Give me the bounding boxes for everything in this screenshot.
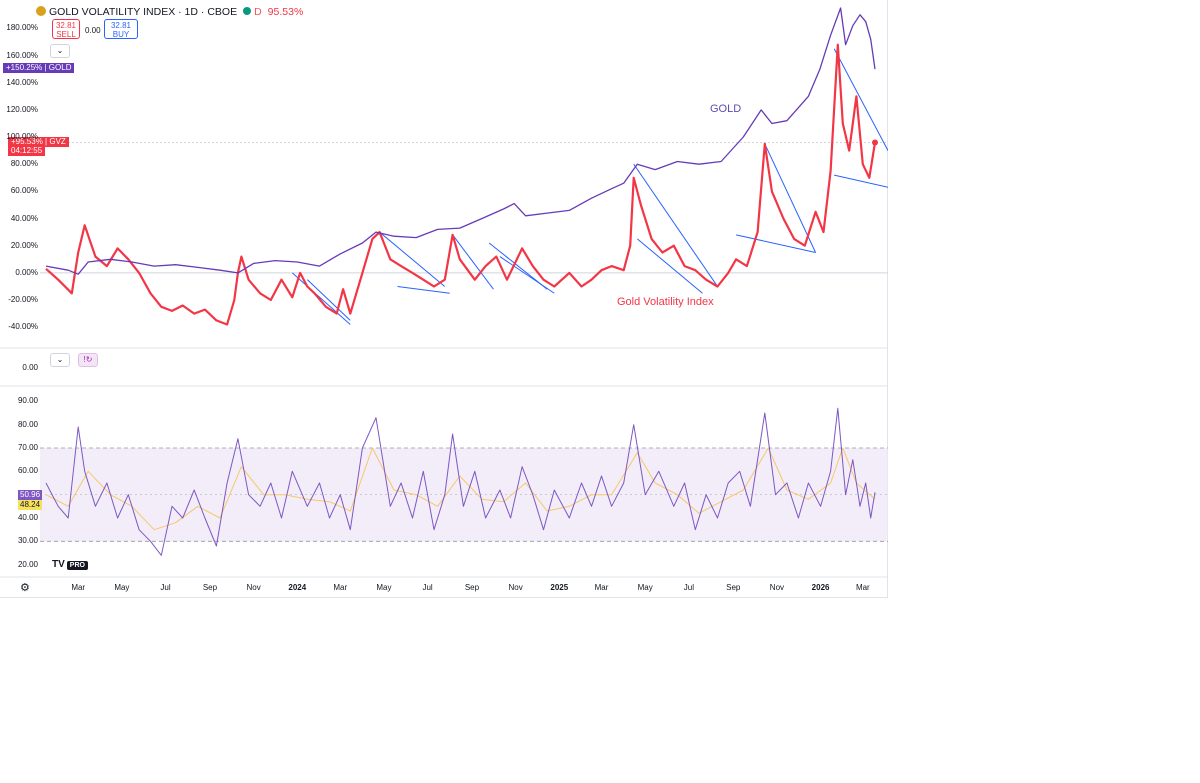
y-tick-label: 160.00% [6, 50, 38, 60]
x-tick-label: Nov [246, 583, 261, 592]
indicator-status-button[interactable]: !↻ [78, 353, 98, 367]
y-tick-label: 140.00% [6, 77, 38, 87]
trendline[interactable] [833, 48, 888, 151]
buy-button[interactable]: 32.81 BUY [104, 19, 138, 39]
gold-symbol: GOLD [48, 63, 72, 72]
x-tick-label: May [114, 583, 130, 592]
rsi-ma-value-tag: 48.24 [18, 500, 43, 510]
x-tick-label: Mar [594, 583, 609, 592]
gold-series-line[interactable] [45, 7, 876, 275]
gvz-series-line[interactable] [45, 43, 877, 326]
logo-mark: TV [52, 559, 65, 570]
x-tick-label: Mar [333, 583, 348, 592]
trendline[interactable] [736, 234, 816, 253]
sell-button[interactable]: 32.81 SELL [52, 19, 80, 39]
spread-value: 0.00 [85, 26, 101, 35]
rsi-y-tick-label: 80.00 [17, 419, 38, 429]
x-tick-label: Jul [160, 583, 171, 592]
gold-value: +150.25% [6, 63, 43, 72]
x-tick-label: Mar [855, 583, 870, 592]
chart-marks [45, 7, 888, 556]
rsi-y-tick-label: 20.00 [17, 559, 38, 569]
x-tick-label: Jul [422, 583, 433, 592]
refresh-icon: ↻ [85, 355, 93, 364]
trendline[interactable] [291, 272, 351, 325]
x-tick-label: May [637, 583, 653, 592]
sell-price: 32.81 [55, 21, 77, 30]
x-tick-label: Nov [508, 583, 523, 592]
trendline[interactable] [637, 238, 703, 294]
gvz-last-dot [872, 139, 878, 146]
x-tick-label: Mar [71, 583, 86, 592]
settings-gear-icon[interactable]: ⚙ [20, 582, 30, 594]
y-tick-label: 0.00% [15, 267, 38, 277]
y-tick-label: 60.00% [10, 186, 38, 196]
buy-label: BUY [112, 30, 130, 39]
indicator-value: 0.00 [22, 363, 38, 372]
change-percent: 95.53% [267, 6, 304, 18]
trendline[interactable] [379, 231, 446, 287]
gold-value-tag: +150.25% | GOLD [3, 63, 75, 73]
trendline[interactable] [306, 279, 351, 321]
rsi-value-tag: 50.96 [18, 490, 43, 500]
x-tick-label: Nov [769, 583, 785, 592]
x-tick-label: Sep [202, 583, 218, 592]
y-tick-label: -40.00% [8, 322, 38, 332]
rsi-y-tick-label: 90.00 [17, 396, 38, 406]
alert-icon: ! [83, 355, 86, 364]
x-tick-label: 2024 [288, 583, 307, 592]
rsi-y-tick-label: 70.00 [17, 443, 38, 452]
rsi-y-tick-label: 60.00 [17, 466, 38, 476]
main-pane-grid [40, 141, 888, 274]
x-tick-label: 2026 [811, 583, 830, 592]
y-tick-label: 100.00% [6, 132, 38, 142]
chevron-down-icon: ⌄ [56, 46, 64, 55]
trendline[interactable] [499, 256, 555, 294]
collapse-indicator-button[interactable]: ⌄ [50, 353, 70, 367]
trendline[interactable] [397, 285, 450, 294]
chart-area[interactable]: GOLD VOLATILITY INDEX · 1D · CBOE D 95.53%… [0, 0, 888, 598]
y-tick-label: -20.00% [8, 295, 38, 305]
trendline[interactable] [834, 174, 888, 188]
pro-badge: PRO [66, 561, 88, 570]
gold-annotation[interactable]: GOLD [710, 103, 742, 115]
gvz-symbol: GVZ [49, 137, 66, 146]
y-tick-label: 180.00% [6, 23, 38, 33]
tradingview-logo[interactable]: TV PRO [52, 559, 88, 570]
y-tick-label: 40.00% [10, 213, 38, 223]
bar-countdown: 04:12:55 [8, 146, 46, 156]
y-tick-label: 20.00% [10, 240, 38, 250]
rsi-y-tick-label: 40.00 [17, 513, 38, 522]
gvz-value-tag: +95.53% | GVZ [8, 137, 69, 147]
gold-symbol-icon [36, 6, 46, 16]
sell-label: SELL [56, 30, 76, 39]
x-tick-label: 2025 [550, 583, 569, 592]
buy-price: 32.81 [110, 21, 132, 30]
chart-canvas[interactable] [0, 0, 888, 598]
chevron-down-icon: ⌄ [56, 355, 64, 364]
trendline[interactable] [764, 143, 817, 253]
y-tick-label: 120.00% [6, 104, 38, 114]
rsi-y-tick-label: 30.00 [17, 536, 38, 546]
x-tick-label: Sep [726, 583, 741, 592]
rsi-line[interactable] [45, 407, 876, 556]
collapse-legend-button[interactable]: ⌄ [50, 44, 70, 58]
x-tick-label: Sep [464, 583, 480, 592]
trendline[interactable] [452, 234, 494, 290]
gvz-annotation[interactable]: Gold Volatility Index [617, 296, 714, 308]
x-tick-label: May [376, 583, 392, 592]
gvz-value: +95.53% [11, 137, 43, 146]
y-tick-label: 80.00% [10, 159, 38, 169]
market-status-icon [243, 7, 252, 15]
interval-flag: D [254, 6, 262, 18]
symbol-header[interactable]: GOLD VOLATILITY INDEX · 1D · CBOE D 95.53% [36, 6, 303, 18]
x-tick-label: Jul [683, 583, 694, 592]
trendline[interactable] [633, 163, 718, 287]
symbol-title[interactable]: GOLD VOLATILITY INDEX · 1D · CBOE [49, 6, 238, 18]
